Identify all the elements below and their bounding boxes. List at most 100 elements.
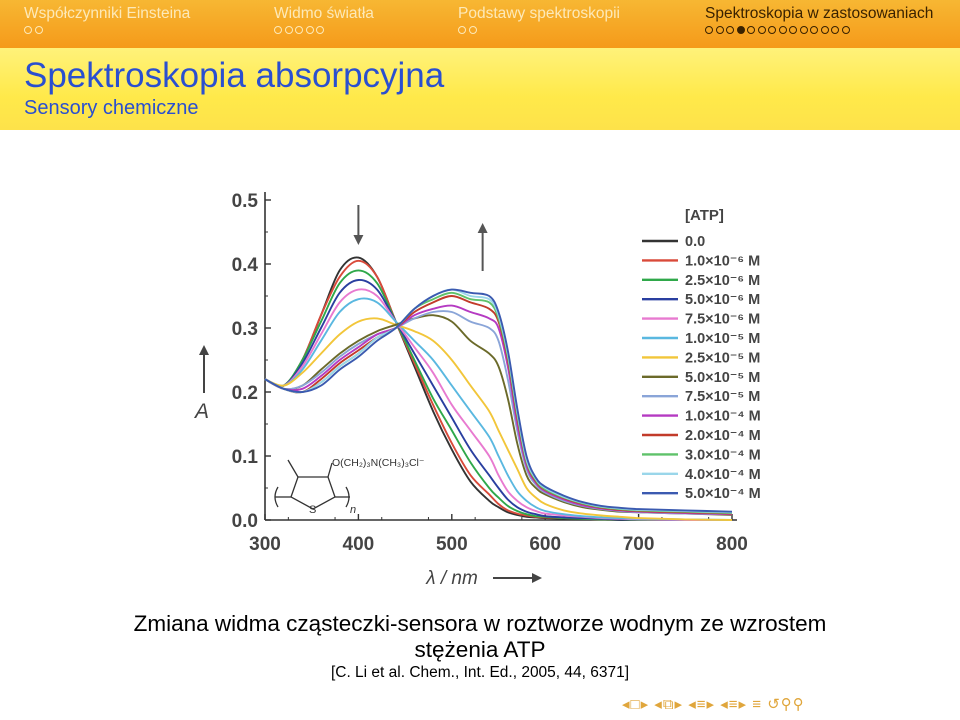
beamer-navigation-bar: Współczynniki Einsteina Widmo światła Po… (0, 0, 960, 48)
sensor-molecule-structure: O(CH₂)₃N(CH₃)₃Cl⁻ S n (274, 457, 424, 516)
document-icon[interactable]: ≡ (752, 696, 763, 713)
y-tick-label: 0.3 (232, 319, 258, 340)
nav-dot[interactable] (810, 26, 818, 34)
nav-dot[interactable] (34, 26, 43, 34)
sulfur-label: S (309, 504, 316, 516)
spectrum-line-series (264, 288, 733, 513)
bracket-left (274, 486, 279, 508)
figure-caption-line2: stężenia ATP (414, 637, 546, 662)
nav-dots-spectroscopy-basics[interactable] (458, 26, 477, 38)
legend-label: 0.0 (685, 234, 705, 250)
x-axis-arrowhead (532, 573, 542, 583)
frame-icon[interactable]: ⧉ (662, 696, 675, 713)
prev-frame-icon[interactable]: ◂ (654, 696, 663, 713)
spectrum-line-series (264, 310, 733, 516)
section-icon[interactable]: ≡ (728, 696, 739, 713)
nav-dots-applied-spectroscopy[interactable] (705, 26, 850, 38)
nav-dot[interactable] (736, 26, 745, 34)
nav-section-spectroscopy-basics[interactable]: Podstawy spektroskopii (458, 5, 620, 22)
nav-dot[interactable] (747, 26, 755, 34)
legend-label: 3.0×10⁻⁴ M (685, 447, 761, 463)
x-tick-label: 400 (343, 534, 375, 555)
y-tick-label: 0.2 (232, 383, 258, 404)
nav-dot[interactable] (789, 26, 797, 34)
methyl-bond (287, 459, 299, 478)
nav-dots-einstein[interactable] (24, 26, 43, 38)
nav-dot[interactable] (274, 26, 282, 34)
nav-dot[interactable] (705, 26, 713, 34)
frame-title-block: Spektroskopia absorpcyjna Sensory chemic… (0, 48, 960, 130)
spectrum-line-series (264, 297, 733, 521)
next-slide-icon[interactable]: ▸ (640, 696, 650, 713)
legend-label: 2.5×10⁻⁵ M (685, 350, 760, 366)
legend-label: 7.5×10⁻⁶ M (685, 312, 760, 328)
absorption-spectrum-chart: 300 400 500 600 700 800 0.0 0.1 0.2 0.3 0.4 0.5 λ / … (193, 191, 761, 589)
nav-dot[interactable] (24, 26, 32, 34)
next-subsection-icon[interactable]: ▸ (706, 696, 716, 713)
beamer-nav-symbols: ◂□▸ ◂⧉▸ ◂≡▸ ◂≡▸ ≡ ↺⚲⚲ (622, 695, 952, 715)
nav-dot[interactable] (841, 26, 850, 34)
nav-dot[interactable] (726, 26, 734, 34)
side-chain-bond (327, 462, 333, 478)
nav-dot[interactable] (715, 26, 724, 34)
nav-dot[interactable] (778, 26, 787, 34)
nav-dot[interactable] (316, 26, 324, 34)
nav-dot[interactable] (305, 26, 314, 34)
prev-slide-icon[interactable]: ◂ (622, 696, 631, 713)
nav-dot[interactable] (768, 26, 776, 34)
x-tick-label: 300 (249, 534, 281, 555)
y-tick-label: 0.1 (232, 447, 259, 468)
legend-label: 5.0×10⁻⁴ M (685, 486, 761, 502)
repeat-unit-label: n (350, 504, 356, 516)
legend-label: 4.0×10⁻⁴ M (685, 467, 761, 483)
nav-dot[interactable] (468, 26, 477, 34)
legend-label: 2.5×10⁻⁶ M (685, 273, 760, 289)
x-tick-label: 500 (436, 534, 468, 555)
spectrum-line-series (264, 317, 733, 521)
spectrum-line-series (264, 256, 732, 521)
x-tick-label: 700 (623, 534, 655, 555)
search-zoom-icon[interactable]: ↺⚲⚲ (767, 696, 805, 713)
prev-section-icon[interactable]: ◂ (720, 696, 729, 713)
thiophene-ring (290, 476, 336, 510)
nav-dot[interactable] (284, 26, 293, 34)
frame-title: Spektroskopia absorpcyjna (24, 56, 445, 95)
nav-dot[interactable] (295, 26, 303, 34)
nav-section-light-spectrum[interactable]: Widmo światła (274, 5, 374, 22)
literature-reference: [C. Li et al. Chem., Int. Ed., 2005, 44,… (330, 664, 630, 681)
nav-dot[interactable] (757, 26, 766, 34)
frame-subtitle: Sensory chemiczne (24, 97, 199, 119)
next-frame-icon[interactable]: ▸ (674, 696, 684, 713)
bracket-right (345, 486, 350, 508)
legend-title: [ATP] (685, 207, 724, 224)
nav-section-einstein[interactable]: Współczynniki Einsteina (24, 5, 191, 22)
y-tick-label: 0.0 (232, 511, 258, 532)
y-tick-label: 0.4 (232, 255, 259, 276)
legend-label: 1.0×10⁻⁴ M (685, 409, 761, 425)
nav-dot[interactable] (799, 26, 808, 34)
nav-section-applied-spectroscopy[interactable]: Spektroskopia w zastosowaniach (705, 5, 934, 22)
x-tick-label: 600 (529, 534, 561, 555)
x-tick-label: 800 (716, 534, 748, 555)
nav-dot[interactable] (458, 26, 466, 34)
slide-icon[interactable]: □ (630, 696, 641, 713)
legend-label: 1.0×10⁻⁵ M (685, 331, 760, 347)
decrease-arrowhead (353, 235, 364, 245)
legend-label: 5.0×10⁻⁵ M (685, 370, 760, 386)
y-axis-label: A (193, 400, 209, 423)
y-axis-arrowhead (199, 345, 209, 355)
figure-caption: Zmiana widma cząsteczki-sensora w roztwo… (133, 611, 827, 636)
prev-subsection-icon[interactable]: ◂ (688, 696, 697, 713)
legend-label: 1.0×10⁻⁶ M (685, 253, 760, 269)
subsection-icon[interactable]: ≡ (696, 696, 707, 713)
legend-label: 5.0×10⁻⁶ M (685, 292, 760, 308)
nav-dot[interactable] (820, 26, 829, 34)
nav-dot[interactable] (831, 26, 839, 34)
next-section-icon[interactable]: ▸ (738, 696, 748, 713)
side-chain-label: O(CH₂)₃N(CH₃)₃Cl⁻ (332, 457, 424, 469)
increase-arrowhead (477, 223, 488, 233)
nav-dots-light-spectrum[interactable] (274, 26, 324, 38)
legend-label: 2.0×10⁻⁴ M (685, 428, 761, 444)
x-axis-label: λ / nm (425, 568, 478, 589)
legend-label: 7.5×10⁻⁵ M (685, 389, 760, 405)
